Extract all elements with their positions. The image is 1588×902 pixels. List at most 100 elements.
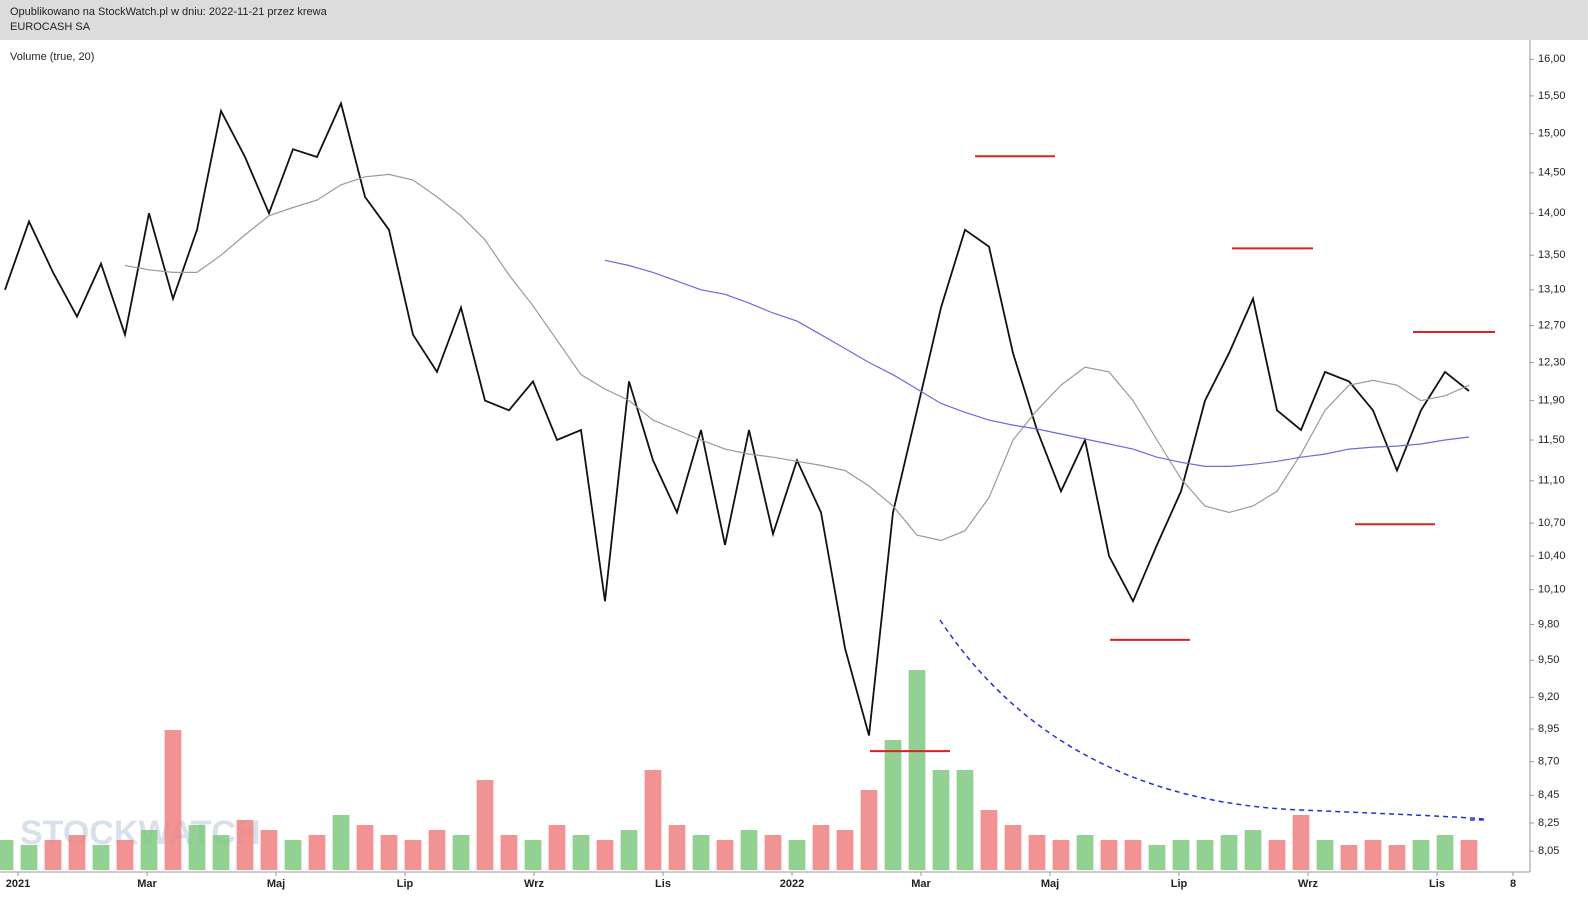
volume-bar: [140, 830, 158, 870]
volume-bar: [1124, 840, 1142, 870]
volume-bar: [1028, 835, 1046, 870]
x-tick-label: Lis: [1429, 878, 1445, 890]
volume-bar: [116, 840, 134, 870]
volume-bar: [1244, 830, 1262, 870]
instrument-name: EUROCASH SA: [10, 21, 91, 33]
volume-bar: [1388, 845, 1406, 870]
volume-bar: [692, 835, 710, 870]
volume-bar: [20, 845, 38, 870]
y-tick-label: 14,00: [1538, 207, 1566, 219]
volume-bar: [740, 830, 758, 870]
volume-bar: [1340, 845, 1358, 870]
y-tick-label: 11,90: [1538, 395, 1565, 407]
moving-average: [604, 259, 1470, 467]
moving-average: [124, 173, 1470, 542]
volume-bar: [428, 830, 446, 870]
header-band: [0, 0, 1588, 40]
volume-bar: [788, 840, 806, 870]
volume-bar: [716, 840, 734, 870]
y-tick-label: 9,20: [1538, 691, 1559, 703]
x-tick-label: Wrz: [1298, 878, 1318, 890]
y-tick-label: 8,95: [1538, 723, 1559, 735]
x-tick-label: Maj: [267, 878, 285, 890]
published-note: Opublikowano na StockWatch.pl w dniu: 20…: [10, 6, 328, 18]
volume-bar: [0, 840, 14, 870]
y-tick-label: 12,30: [1538, 356, 1566, 368]
volume-bar: [212, 835, 230, 870]
volume-bar: [1316, 840, 1334, 870]
volume-bar: [380, 835, 398, 870]
volume-bar: [332, 815, 350, 870]
y-tick-label: 10,40: [1538, 550, 1566, 562]
volume-bar: [1172, 840, 1190, 870]
y-tick-label: 13,50: [1538, 249, 1566, 261]
dashed-curve: [939, 619, 1487, 821]
y-tick-label: 14,50: [1538, 167, 1566, 179]
volume-bar: [644, 770, 662, 870]
x-tick-label: Wrz: [524, 878, 544, 890]
volume-bar: [884, 740, 902, 870]
volume-bar: [524, 840, 542, 870]
y-tick-label: 9,80: [1538, 618, 1559, 630]
volume-bar: [1100, 840, 1118, 870]
x-tick-label: Lip: [1171, 878, 1188, 890]
indicator-label: Volume (true, 20): [10, 51, 94, 63]
volume-bar: [860, 790, 878, 870]
volume-bar: [956, 770, 974, 870]
y-tick-label: 11,10: [1538, 475, 1565, 487]
volume-bar: [356, 825, 374, 870]
y-tick-label: 8,05: [1538, 845, 1559, 857]
volume-bar: [812, 825, 830, 870]
volume-bar: [668, 825, 686, 870]
volume-bar: [1292, 815, 1310, 870]
volume-bar: [1460, 840, 1478, 870]
volume-bar: [500, 835, 518, 870]
x-tick-label: Mar: [137, 878, 157, 890]
volume-bar: [92, 845, 110, 870]
volume-bar: [1076, 835, 1094, 870]
x-tick-label: 2022: [780, 878, 804, 890]
y-tick-label: 8,70: [1538, 756, 1559, 768]
y-tick-label: 10,10: [1538, 584, 1566, 596]
volume-bar: [236, 820, 254, 870]
x-tick-label: 8: [1510, 878, 1516, 890]
y-tick-label: 8,45: [1538, 789, 1559, 801]
volume-bar: [980, 810, 998, 870]
volume-bar: [44, 840, 62, 870]
y-tick-label: 10,70: [1538, 517, 1566, 529]
y-tick-label: 9,50: [1538, 654, 1559, 666]
x-tick-label: Lip: [397, 878, 414, 890]
volume-bar: [1268, 840, 1286, 870]
volume-bar: [284, 840, 302, 870]
volume-bar: [1148, 845, 1166, 870]
volume-bar: [1052, 840, 1070, 870]
volume-bar: [404, 840, 422, 870]
volume-bar: [1412, 840, 1430, 870]
volume-bar: [452, 835, 470, 870]
volume-bar: [260, 830, 278, 870]
x-tick-label: Mar: [911, 878, 931, 890]
volume-bar: [164, 730, 182, 870]
volume-bar: [1364, 840, 1382, 870]
volume-bar: [1220, 835, 1238, 870]
y-tick-label: 15,00: [1538, 128, 1566, 140]
price-line: [4, 100, 1470, 736]
y-tick-label: 8,25: [1538, 817, 1559, 829]
volume-bar: [1196, 840, 1214, 870]
volume-bar: [836, 830, 854, 870]
volume-bar: [764, 835, 782, 870]
volume-bar: [308, 835, 326, 870]
y-tick-label: 15,50: [1538, 90, 1566, 102]
volume-bar: [476, 780, 494, 870]
y-tick-label: 16,00: [1538, 53, 1566, 65]
x-tick-label: Lis: [655, 878, 671, 890]
volume-bar: [932, 770, 950, 870]
x-tick-label: Maj: [1041, 878, 1059, 890]
volume-bar: [908, 670, 926, 870]
volume-bar: [548, 825, 566, 870]
volume-bar: [596, 840, 614, 870]
x-tick-label: 2021: [6, 878, 30, 890]
volume-bar: [572, 835, 590, 870]
